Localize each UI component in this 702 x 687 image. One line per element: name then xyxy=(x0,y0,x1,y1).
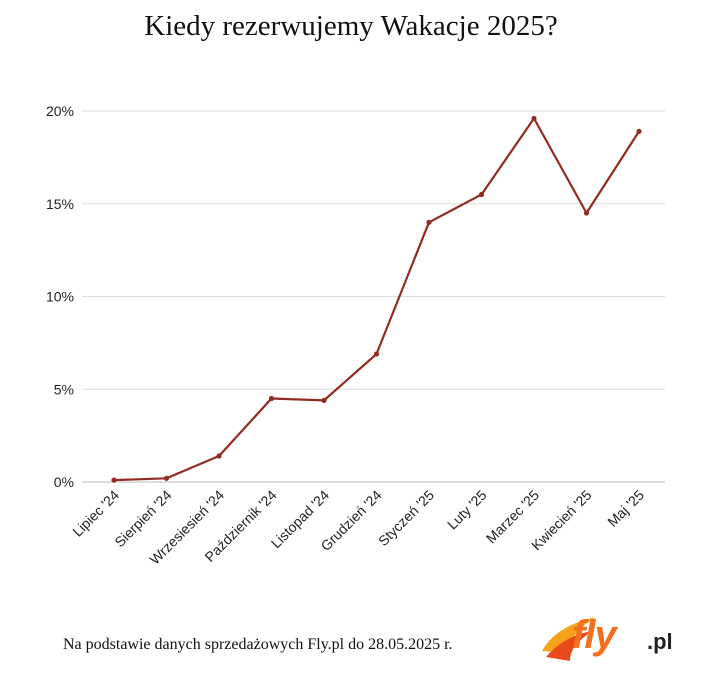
data-point xyxy=(478,191,485,198)
data-point xyxy=(111,477,117,483)
y-tick-label: 5% xyxy=(54,381,74,397)
data-point xyxy=(426,219,432,225)
flame-icon xyxy=(542,617,596,661)
chart-title: Kiedy rezerwujemy Wakacje 2025? xyxy=(144,10,558,42)
y-axis-ticks: 0% 5% 10% 15% 20% xyxy=(46,103,74,490)
data-point xyxy=(636,128,642,135)
data-point xyxy=(268,395,275,402)
x-tick-label: Maj '25 xyxy=(604,487,647,530)
data-point xyxy=(531,115,537,122)
fly-pl-logo: fly .pl xyxy=(540,613,690,665)
x-tick-label: Styczeń '25 xyxy=(375,487,437,549)
logo-suffix: .pl xyxy=(647,629,673,654)
y-tick-label: 10% xyxy=(46,289,74,305)
data-point xyxy=(216,453,222,459)
data-point xyxy=(583,210,590,216)
y-tick-label: 20% xyxy=(46,103,74,119)
x-tick-label: Luty '25 xyxy=(444,487,490,533)
x-tick-label: Lipiec '24 xyxy=(69,487,122,540)
y-tick-label: 15% xyxy=(46,196,74,212)
series-layer xyxy=(111,115,642,483)
y-tick-label: 0% xyxy=(54,474,74,490)
series-line xyxy=(113,117,640,482)
data-point xyxy=(321,397,327,403)
logo-text: fly xyxy=(572,613,617,657)
gridlines xyxy=(82,110,665,483)
data-point xyxy=(373,351,380,357)
source-note: Na podstawie danych sprzedażowych Fly.pl… xyxy=(63,636,453,653)
data-point xyxy=(163,475,170,481)
